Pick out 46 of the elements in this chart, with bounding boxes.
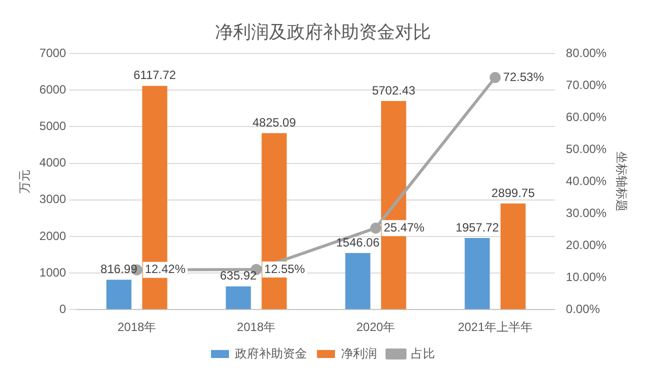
data-label: 6117.72 bbox=[133, 68, 176, 82]
bar bbox=[106, 280, 132, 310]
y2-tick-label: 40.00% bbox=[566, 174, 607, 188]
y2-tick-label: 20.00% bbox=[566, 238, 607, 252]
y-tick-label: 0 bbox=[59, 302, 66, 316]
y2-tick-label: 80.00% bbox=[566, 46, 607, 60]
y2-tick-label: 10.00% bbox=[566, 270, 607, 284]
data-label: 1957.72 bbox=[456, 220, 500, 234]
data-label: 72.53% bbox=[503, 70, 544, 84]
y2-tick-label: 60.00% bbox=[566, 110, 607, 124]
y-tick-label: 2000 bbox=[39, 228, 66, 243]
legend-label: 净利润 bbox=[341, 346, 377, 360]
data-label: 5702.43 bbox=[372, 83, 416, 98]
data-label: 635.92 bbox=[220, 268, 258, 283]
data-label: 4825.09 bbox=[252, 115, 296, 130]
y2-tick-label: 0.00% bbox=[566, 302, 600, 316]
y2-tick-label: 70.00% bbox=[566, 78, 607, 92]
y2-tick-label: 30.00% bbox=[566, 206, 607, 220]
y2-axis-title: 坐标轴标题 bbox=[614, 152, 628, 212]
y-tick-label: 7000 bbox=[39, 46, 66, 60]
x-tick-label: 2020年 bbox=[356, 320, 396, 334]
data-label: 1546.06 bbox=[336, 235, 380, 250]
y-tick-label: 6000 bbox=[39, 82, 66, 96]
bar bbox=[500, 204, 526, 310]
point bbox=[490, 72, 501, 84]
data-label: 25.47% bbox=[384, 220, 425, 234]
bar bbox=[226, 286, 251, 310]
data-label: 12.55% bbox=[264, 262, 306, 276]
y2-tick-label: 50.00% bbox=[566, 142, 607, 156]
x-tick-label: 2018年 bbox=[236, 320, 276, 334]
point bbox=[370, 222, 382, 234]
bar bbox=[464, 238, 490, 310]
legend-label: 占比 bbox=[411, 346, 435, 360]
y-tick-label: 3000 bbox=[39, 192, 66, 206]
y-tick-label: 5000 bbox=[39, 119, 66, 134]
x-tick-label: 2018年 bbox=[117, 320, 156, 334]
data-label: 2899.75 bbox=[491, 186, 536, 200]
y-tick-label: 4000 bbox=[39, 156, 66, 170]
legend-label: 政府补助资金 bbox=[235, 346, 307, 360]
data-label: 816.99 bbox=[100, 262, 138, 276]
y-axis-title: 万元 bbox=[18, 170, 32, 194]
x-tick-label: 2021年上半年 bbox=[458, 320, 533, 334]
y-tick-label: 1000 bbox=[39, 265, 66, 280]
data-label: 12.42% bbox=[144, 262, 186, 276]
chart-title: 净利润及政府补助资金对比 bbox=[215, 22, 431, 42]
bar bbox=[345, 253, 370, 310]
